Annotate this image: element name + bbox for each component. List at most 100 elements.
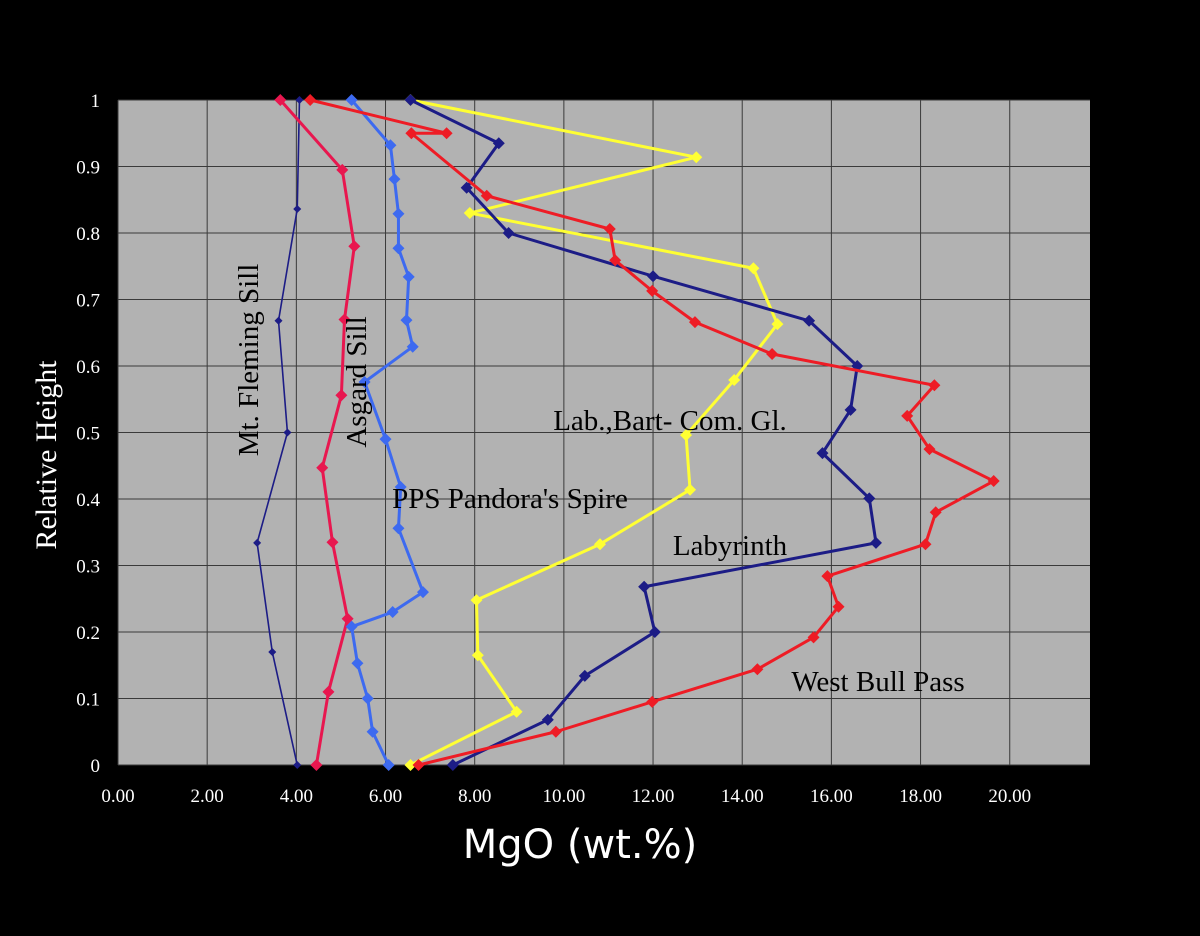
- data-point: [392, 522, 405, 535]
- x-tick-label: 12.00: [632, 786, 675, 807]
- data-point: [510, 705, 523, 718]
- data-point: [863, 492, 876, 505]
- data-point: [844, 403, 857, 416]
- data-point: [578, 669, 591, 682]
- series-annotation: Mt. Fleming Sill: [233, 264, 265, 457]
- x-tick-label: 0.00: [101, 786, 134, 807]
- x-tick-label: 10.00: [542, 786, 585, 807]
- data-point: [816, 447, 829, 460]
- y-axis-title: Relative Height: [30, 360, 63, 550]
- data-point: [502, 227, 515, 239]
- data-point: [593, 538, 606, 551]
- data-point: [646, 284, 659, 297]
- data-point: [747, 262, 760, 275]
- data-point: [386, 606, 399, 619]
- data-point: [684, 483, 697, 496]
- series-line: [309, 98, 996, 767]
- y-tick-label: 0.1: [76, 690, 100, 711]
- data-point: [293, 761, 302, 769]
- data-point: [416, 586, 429, 599]
- data-point: [392, 207, 405, 220]
- data-point: [480, 189, 493, 202]
- x-axis-title: MgO (wt.%): [463, 822, 697, 868]
- series-annotation: Asgard Sill: [341, 316, 373, 447]
- series-annotation: Lab.,Bart- Com. Gl.: [553, 405, 787, 437]
- y-tick-label: 0: [91, 756, 101, 777]
- y-tick-label: 1: [91, 91, 101, 112]
- data-point: [404, 759, 417, 771]
- data-point: [326, 536, 339, 549]
- series-line: [409, 98, 878, 767]
- y-tick-label: 0.6: [76, 357, 100, 378]
- y-tick-label: 0.8: [76, 224, 100, 245]
- data-point: [388, 173, 401, 186]
- data-point: [460, 181, 473, 194]
- data-point: [471, 649, 484, 662]
- y-tick-label: 0.3: [76, 557, 100, 578]
- data-point: [832, 600, 845, 613]
- data-point: [728, 373, 741, 386]
- data-point: [338, 313, 351, 326]
- data-point: [807, 631, 820, 644]
- data-point: [603, 223, 616, 236]
- data-point: [549, 725, 562, 738]
- data-point: [648, 626, 661, 638]
- data-point: [647, 270, 660, 283]
- data-point: [821, 570, 834, 583]
- data-point: [316, 461, 329, 474]
- series-annotation: Labyrinth: [673, 530, 788, 562]
- data-point: [379, 433, 392, 446]
- y-tick-label: 0.5: [76, 424, 100, 445]
- data-point: [404, 94, 417, 106]
- data-point: [345, 94, 358, 106]
- data-point: [406, 340, 419, 353]
- data-point: [358, 375, 371, 388]
- x-tick-label: 6.00: [369, 786, 402, 807]
- data-point: [766, 348, 779, 361]
- x-tick-label: 20.00: [988, 786, 1031, 807]
- data-point: [348, 240, 361, 253]
- x-tick-label: 14.00: [721, 786, 764, 807]
- y-tick-label: 0.9: [76, 158, 100, 179]
- data-point: [336, 163, 349, 176]
- series-line: [279, 99, 356, 766]
- series-annotation: PPS Pandora's Spire: [392, 483, 628, 515]
- series-annotation: West Bull Pass: [791, 666, 964, 698]
- data-point: [304, 94, 317, 106]
- data-point: [322, 685, 335, 698]
- x-tick-label: 16.00: [810, 786, 853, 807]
- data-point: [541, 713, 554, 726]
- data-point: [412, 759, 425, 771]
- data-point: [283, 428, 292, 437]
- data-point: [335, 389, 348, 402]
- data-point: [901, 409, 914, 422]
- data-point: [382, 759, 395, 771]
- data-point: [688, 316, 701, 329]
- x-tick-label: 18.00: [899, 786, 942, 807]
- data-point: [384, 139, 397, 152]
- y-tick-label: 0.4: [76, 490, 100, 511]
- data-point: [869, 536, 882, 549]
- data-point: [690, 151, 703, 164]
- y-tick-label: 0.7: [76, 291, 100, 312]
- y-tick-label: 0.2: [76, 623, 100, 644]
- data-point: [351, 657, 364, 670]
- data-point: [293, 205, 302, 214]
- data-point: [803, 314, 816, 327]
- x-tick-label: 8.00: [458, 786, 491, 807]
- data-point: [402, 270, 415, 283]
- data-point: [470, 594, 483, 607]
- data-point: [295, 96, 304, 104]
- data-point: [361, 692, 374, 705]
- data-point: [310, 759, 323, 771]
- data-point: [928, 379, 941, 392]
- data-point: [771, 318, 784, 331]
- data-point: [274, 94, 287, 106]
- data-point: [440, 127, 453, 140]
- data-point: [919, 538, 932, 551]
- data-point: [646, 695, 659, 708]
- data-point: [366, 725, 379, 738]
- x-tick-label: 2.00: [191, 786, 224, 807]
- data-point: [446, 759, 459, 771]
